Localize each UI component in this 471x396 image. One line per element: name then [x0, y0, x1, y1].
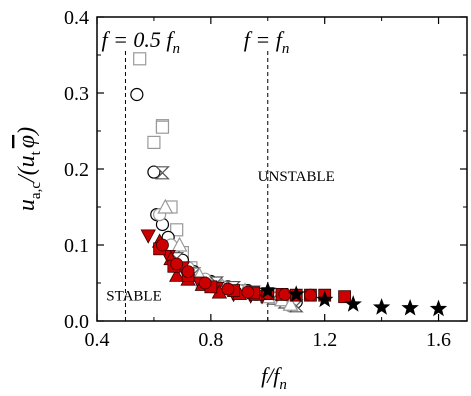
- data-point: [221, 282, 235, 296]
- data-point: [338, 290, 352, 304]
- annotation-unstable: UNSTABLE: [258, 169, 335, 185]
- data-point: [171, 236, 188, 252]
- data-point: [157, 198, 174, 214]
- y-axis-label: ua,c/(utφ): [14, 127, 44, 211]
- data-point: [140, 229, 156, 244]
- data-point: [282, 296, 299, 311]
- data-point: [130, 87, 144, 102]
- data-point: [429, 299, 448, 317]
- data-point: [241, 285, 255, 299]
- data-point: [170, 257, 184, 271]
- axes: 0.4 0.8 1.2 1.6 0.0 0.1 0.2 0.3 0.4: [64, 7, 468, 351]
- data-point: [278, 287, 292, 301]
- axis-labels: f/fn ua,c/(utφ): [14, 127, 287, 393]
- y-tick-label: 0.1: [64, 235, 89, 257]
- data-point: [133, 52, 147, 66]
- y-tick-label: 0.4: [64, 7, 89, 29]
- reference-line-label: f = fn: [244, 27, 290, 57]
- y-tick-label: 0.0: [64, 311, 89, 333]
- data-point: [287, 285, 305, 302]
- annotation-stable: STABLE: [106, 288, 161, 304]
- x-tick-label: 1.2: [312, 329, 337, 351]
- data-point: [401, 298, 419, 316]
- data-point: [344, 295, 362, 312]
- data-points: [130, 52, 448, 317]
- data-point: [259, 281, 277, 299]
- data-point: [147, 135, 161, 149]
- data-point: [198, 276, 212, 290]
- x-tick-label: 0.4: [85, 329, 110, 351]
- data-point: [156, 238, 169, 252]
- reference-lines: f = 0.5 fn f = fn: [101, 27, 289, 321]
- data-point: [155, 166, 170, 180]
- annotations: UNSTABLE STABLE: [106, 169, 335, 304]
- data-point: [155, 120, 170, 134]
- data-point: [372, 298, 391, 315]
- data-point: [181, 265, 195, 279]
- x-tick-label: 1.6: [426, 329, 451, 351]
- data-point: [316, 290, 334, 308]
- x-tick-label: 0.8: [198, 329, 223, 351]
- x-axis-label: f/fn: [261, 363, 287, 393]
- y-tick-label: 0.3: [64, 83, 89, 105]
- data-point: [170, 223, 184, 237]
- y-tick-label: 0.2: [64, 159, 89, 181]
- data-point: [147, 165, 161, 179]
- data-point: [169, 267, 185, 282]
- reference-line-label: f = 0.5 fn: [101, 27, 180, 57]
- data-point: [304, 288, 317, 302]
